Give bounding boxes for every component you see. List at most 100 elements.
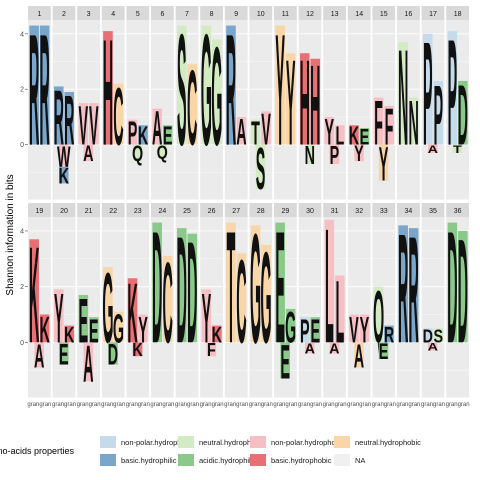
logo-position-15: 15 F FY	[372, 6, 396, 201]
logo-letter-block	[422, 33, 433, 145]
logo-letter: A	[428, 143, 438, 156]
facet-strip-label: 19	[36, 208, 44, 215]
logo-letter-block	[250, 225, 261, 343]
logo-letter: D	[447, 199, 457, 378]
panel-background	[126, 20, 150, 200]
logo-letter-block	[187, 64, 198, 145]
logo-letter: K	[127, 266, 137, 361]
facet-strip-label: 25	[183, 208, 191, 215]
facet-strip-label: 32	[355, 208, 363, 215]
logo-letter-block	[34, 342, 44, 368]
logo-position-4: 4H C	[101, 6, 125, 201]
logo-letter-block	[108, 342, 118, 365]
logo-letter: C	[187, 49, 197, 168]
logo-letter-block	[354, 144, 364, 162]
logo-letter-block	[458, 230, 468, 343]
x-tick-label: grangran	[323, 402, 347, 408]
logo-position-5: 5 P KQ	[126, 6, 150, 201]
logo-letter: A	[34, 339, 44, 375]
logo-letter: E	[275, 199, 285, 378]
logo-letter: A	[329, 341, 340, 357]
logo-letter: K	[59, 163, 70, 188]
facet-strip	[101, 203, 125, 217]
logo-letter-block	[157, 144, 167, 159]
y-tick-label: 0	[20, 142, 24, 149]
logo-letter: A	[83, 141, 93, 166]
logo-letter: T	[251, 116, 260, 152]
logo-letter: G	[102, 253, 113, 365]
logo-letter-block	[452, 144, 463, 153]
panel-background	[77, 20, 100, 200]
logo-letter: E	[379, 339, 389, 364]
logo-letter: A	[428, 340, 438, 353]
panel-background	[298, 217, 322, 398]
legend-swatch	[178, 436, 194, 448]
logo-letter-block	[176, 25, 187, 145]
logo-letter-block	[427, 342, 438, 351]
logo-letter-block	[349, 314, 359, 343]
logo-letter-block	[201, 25, 212, 145]
logo-letter: R	[64, 81, 74, 160]
logo-letter: Y	[360, 309, 370, 350]
facet-strip	[446, 203, 469, 217]
logo-letter-block	[310, 317, 321, 343]
panel-background	[347, 20, 371, 200]
logo-letter: K	[29, 219, 39, 372]
logo-letter: P	[128, 116, 138, 152]
legend-item: non-polar.hydrophobic	[250, 436, 345, 448]
logo-letter-block	[64, 325, 75, 343]
logo-letter: Y	[202, 279, 212, 358]
logo-position-17: 17P PA	[421, 6, 445, 201]
logo-letter: N	[305, 142, 315, 170]
facet-strip-label: 10	[257, 11, 265, 18]
logo-letter-block	[103, 31, 113, 145]
logo-letter: V	[79, 94, 89, 157]
panel-background	[249, 20, 273, 200]
logo-letter: C	[236, 234, 246, 367]
panel-background	[101, 217, 125, 398]
facet-strip-label: 21	[85, 208, 93, 215]
logo-letter: T	[227, 199, 236, 378]
logo-letter-block	[89, 317, 99, 343]
facet-strip	[77, 6, 100, 20]
logo-letter: D	[177, 204, 187, 374]
legend-swatch	[250, 454, 266, 466]
panel-background	[200, 217, 223, 398]
facet-strip	[224, 6, 248, 20]
logo-letter: D	[187, 211, 197, 373]
logo-letter: H	[103, 8, 113, 177]
legend-label: neutral.hydrophobic	[355, 437, 421, 447]
logo-letter: A	[152, 101, 162, 155]
logo-letter: Y	[325, 112, 335, 153]
logo-letter-block	[212, 325, 222, 343]
logo-letter-block	[354, 342, 364, 368]
facet-strip-label: 33	[380, 208, 388, 215]
x-tick-label: grangran	[396, 402, 420, 408]
logo-position-10: 10 T VS	[249, 6, 273, 203]
logo-letter: R	[408, 204, 418, 374]
logo-letter: Y	[54, 279, 64, 358]
logo-letter-block	[39, 25, 50, 145]
legend-item: neutral.hydrophobic	[334, 436, 421, 448]
x-tick-label: grangran	[150, 402, 174, 408]
logo-letter-block	[384, 325, 394, 343]
panel-background	[151, 20, 174, 200]
y-tick-label: 0	[20, 340, 24, 347]
legend-label: NA	[355, 455, 366, 465]
logo-letter-block	[285, 308, 296, 343]
logo-letter: D	[458, 68, 468, 163]
logo-letter: L	[325, 194, 334, 377]
x-tick-label: grangran	[200, 402, 224, 408]
logo-letter-block	[132, 144, 143, 162]
facet-strip-label: 8	[210, 11, 214, 18]
logo-letter-block	[324, 116, 335, 145]
panel-background	[323, 20, 346, 200]
logo-letter: S	[177, 1, 187, 178]
logo-position-1: 1R R	[28, 1, 51, 201]
facet-strip	[175, 203, 199, 217]
logo-letter-block	[58, 144, 69, 167]
logo-letter: H	[310, 42, 320, 170]
